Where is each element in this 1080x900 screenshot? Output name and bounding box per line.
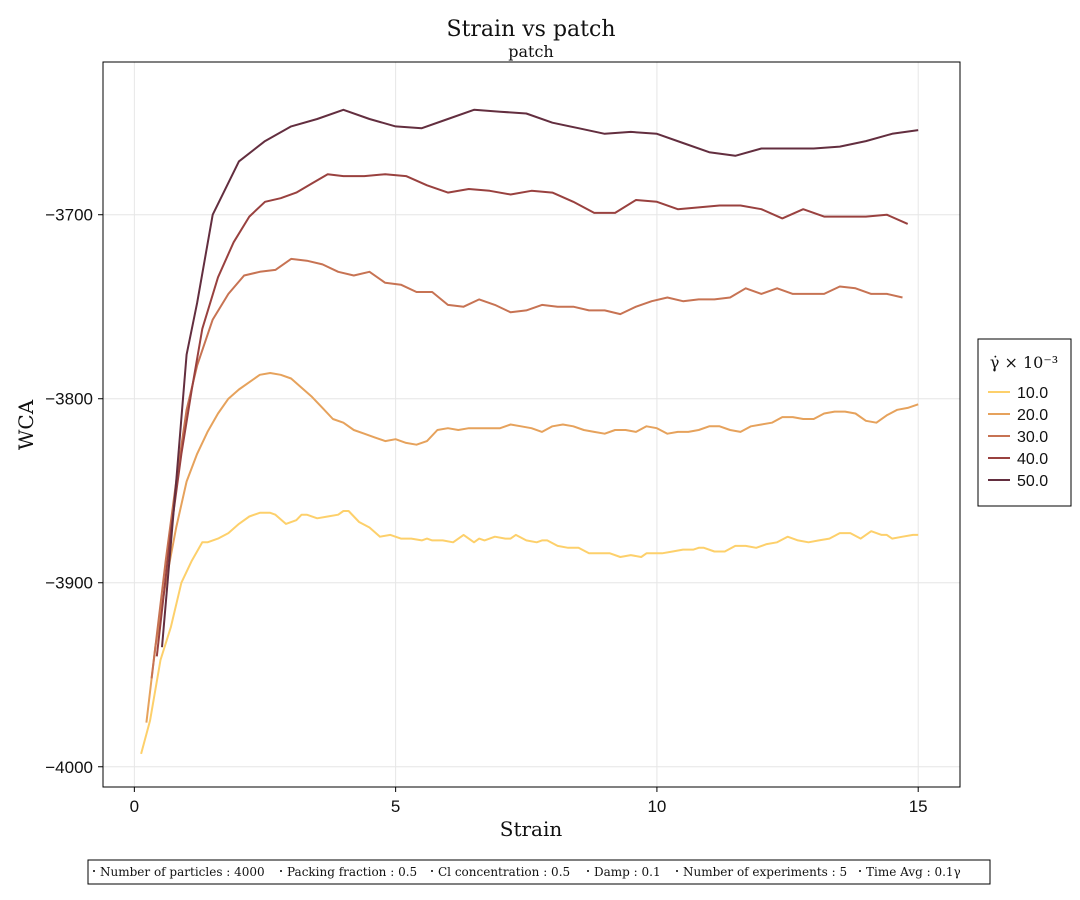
series-line-40.0 (155, 173, 909, 657)
legend-label: 10.0 (1017, 385, 1048, 402)
series-line-30.0 (150, 257, 903, 679)
y-tick-label: −3900 (45, 574, 93, 593)
footer-item: Number of experiments : 5 (683, 865, 847, 879)
footer-frame (87, 859, 991, 885)
legend-title: γ̇ × 10⁻³ (990, 353, 1058, 372)
x-tick-label: 10 (647, 797, 666, 816)
footer-bullet (431, 870, 433, 872)
chart-subtitle: patch (508, 42, 553, 61)
series-line-20.0 (145, 372, 919, 723)
footer-bullet (587, 870, 589, 872)
axis-ticks: 0 5 10 15 −4000 −3900 −3800 −3700 (45, 206, 927, 816)
footer-bullet (859, 870, 861, 872)
footer-bullet (676, 870, 678, 872)
legend: γ̇ × 10⁻³ 10.0 20.0 30.0 40.0 50.0 (977, 338, 1072, 507)
y-axis-label: WCA (14, 399, 38, 450)
footer-item: Number of particles : 4000 (100, 865, 265, 879)
legend-label: 20.0 (1017, 407, 1048, 424)
y-tick-label: −4000 (45, 758, 93, 777)
x-tick-label: 5 (391, 797, 400, 816)
series-line-50.0 (161, 108, 919, 648)
series-line-10.0 (140, 510, 919, 755)
y-tick-label: −3800 (45, 390, 93, 409)
x-tick-label: 0 (130, 797, 139, 816)
grid (103, 62, 960, 787)
footer-item: Cl concentration : 0.5 (438, 865, 570, 879)
legend-entries: 10.0 20.0 30.0 40.0 50.0 (988, 385, 1048, 490)
footer-item: Packing fraction : 0.5 (287, 865, 417, 879)
legend-frame (977, 338, 1072, 507)
plot-area-frame (102, 61, 961, 788)
footer-bullet (280, 870, 282, 872)
chart-title: Strain vs patch (447, 17, 616, 42)
x-tick-label: 15 (909, 797, 928, 816)
legend-label: 50.0 (1017, 473, 1048, 490)
legend-label: 40.0 (1017, 451, 1048, 468)
footer-item: Damp : 0.1 (594, 865, 661, 879)
legend-label: 30.0 (1017, 429, 1048, 446)
x-axis-label: Strain (500, 817, 563, 841)
y-tick-label: −3700 (45, 206, 93, 225)
footer-items: Number of particles : 4000 Packing fracti… (93, 865, 961, 879)
footer-info-box: Number of particles : 4000 Packing fracti… (87, 859, 991, 885)
footer-item: Time Avg : 0.1γ (866, 865, 961, 879)
series-lines (140, 108, 919, 755)
footer-bullet (93, 870, 95, 872)
